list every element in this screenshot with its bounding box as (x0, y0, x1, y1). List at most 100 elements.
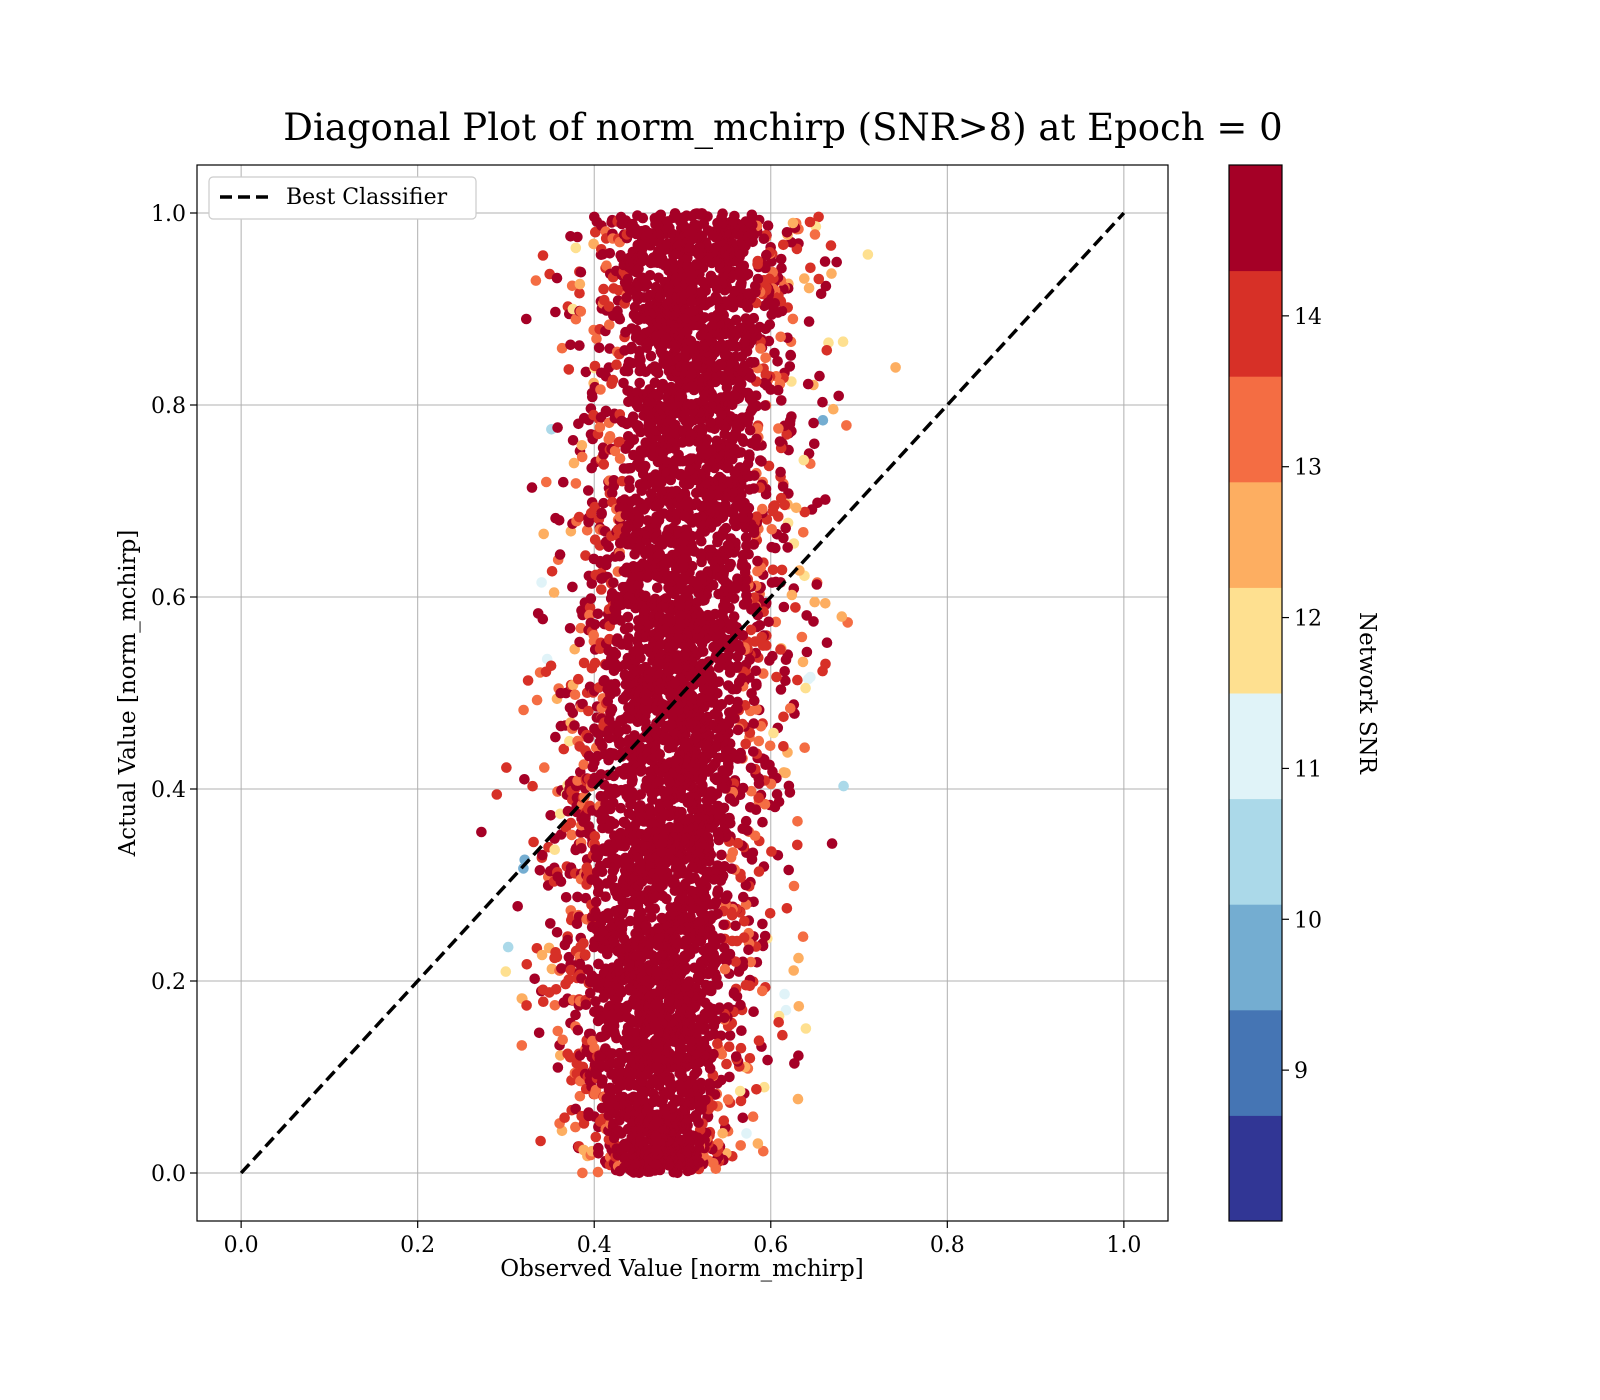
scatter-point (575, 306, 587, 317)
scatter-point (792, 839, 803, 851)
scatter-point (752, 565, 763, 577)
scatter-point (820, 598, 831, 609)
scatter-point (769, 347, 780, 359)
scatter-point (766, 577, 778, 588)
scatter-point (592, 1166, 604, 1178)
scatter-point (817, 396, 828, 408)
scatter-point (654, 775, 665, 787)
scatter-point (777, 1029, 788, 1041)
scatter-point (732, 724, 744, 736)
scatter-point (550, 984, 562, 995)
scatter-point (601, 554, 613, 565)
scatter-point (763, 616, 774, 628)
scatter-point (732, 837, 744, 849)
scatter-point (620, 818, 631, 829)
scatter-point (781, 429, 792, 440)
scatter-point (536, 949, 548, 961)
chart-title: Diagonal Plot of norm_mchirp (SNR>8) at … (283, 106, 1282, 150)
scatter-point (491, 789, 503, 800)
scatter-point (563, 974, 574, 985)
scatter-point (740, 532, 752, 543)
scatter-point (590, 996, 601, 1007)
scatter-point (798, 454, 810, 466)
scatter-point (757, 640, 769, 651)
scatter-point (758, 377, 770, 389)
scatter-point (786, 589, 798, 601)
scatter-point (789, 1058, 800, 1069)
scatter-point (635, 426, 646, 438)
scatter-point (595, 384, 606, 395)
scatter-point (590, 1131, 602, 1143)
scatter-point (590, 896, 602, 908)
scatter-point (752, 1138, 764, 1149)
scatter-point (745, 956, 757, 968)
scatter-point (788, 880, 800, 892)
scatter-point (557, 1034, 568, 1046)
scatter-point (537, 613, 549, 625)
scatter-point (564, 735, 575, 747)
scatter-point (720, 893, 731, 905)
scatter-point (757, 816, 768, 828)
scatter-point (565, 339, 576, 351)
scatter-point (775, 492, 787, 504)
scatter-point (735, 1042, 747, 1054)
scatter-point (776, 262, 787, 274)
scatter-point (570, 1121, 581, 1133)
scatter-point (778, 239, 789, 251)
scatter-point (797, 656, 809, 668)
scatter-point (799, 506, 811, 518)
scatter-point (633, 512, 645, 523)
scatter-point (724, 1030, 736, 1041)
scatter-point (788, 965, 799, 976)
scatter-point (760, 352, 771, 364)
scatter-point (569, 689, 581, 700)
scatter-point (627, 774, 638, 785)
scatter-point (512, 901, 523, 912)
scatter-point (501, 762, 512, 773)
scatter-point (589, 831, 601, 842)
scatter-point (774, 436, 786, 447)
scatter-point (778, 767, 790, 778)
scatter-point (762, 220, 774, 231)
scatter-point (640, 590, 651, 602)
scatter-point (724, 793, 736, 804)
scatter-point (793, 1001, 805, 1012)
scatter-point (800, 1023, 812, 1034)
scatter-point (545, 660, 557, 672)
scatter-point (701, 795, 713, 806)
scatter-point (766, 846, 777, 857)
scatter-point (623, 633, 634, 644)
scatter-point (782, 542, 793, 553)
scatter-point (611, 359, 622, 371)
scatter-point (719, 942, 730, 954)
scatter-point (574, 287, 585, 299)
scatter-point (551, 951, 563, 963)
scatter-point (757, 503, 768, 515)
scatter-point (779, 988, 790, 1000)
scatter-point (536, 577, 547, 588)
scatter-point (771, 671, 782, 683)
scatter-point (637, 251, 649, 263)
scatter-point (568, 457, 580, 469)
scatter-point (601, 260, 612, 272)
scatter-point (751, 678, 762, 690)
scatter-point (570, 1103, 581, 1115)
scatter-point (530, 275, 542, 286)
scatter-point (781, 903, 793, 914)
scatter-point (574, 1090, 586, 1102)
scatter-point (808, 616, 819, 627)
scatter-point (752, 258, 763, 270)
scatter-point (649, 377, 661, 389)
scatter-point (598, 283, 609, 295)
scatter-point (775, 253, 787, 265)
scatter-point (567, 707, 579, 719)
scatter-point (758, 233, 770, 244)
scatter-point (580, 949, 591, 961)
scatter-point (560, 892, 572, 903)
scatter-point (535, 1135, 546, 1147)
scatter-point (624, 482, 635, 494)
scatter-point (580, 999, 592, 1010)
scatter-point (719, 963, 731, 975)
scatter-point (749, 636, 761, 647)
scatter-point (821, 637, 833, 648)
